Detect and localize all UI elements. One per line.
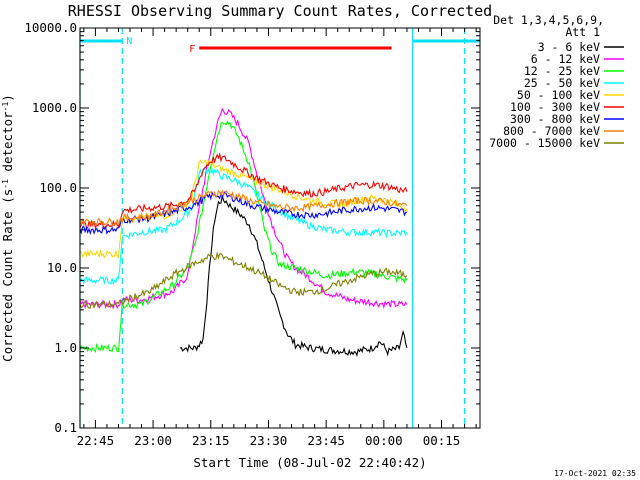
flag-label: F [189, 44, 195, 55]
x-tick-label: 23:15 [192, 433, 230, 448]
flag-label: N [126, 36, 132, 47]
y-axis-label: Corrected Count Rate (s-1 detector-1) [0, 94, 15, 362]
series-line-8 [79, 251, 408, 309]
footer-date: 17-Oct-2021 02:35 [554, 469, 636, 478]
legend-label-5: 100 - 300 keV [510, 100, 600, 114]
chart-title: RHESSI Observing Summary Count Rates, Co… [68, 2, 492, 20]
y-label-part-2: detector [0, 111, 15, 179]
y-label-sup-2: -1 [1, 102, 10, 112]
axes: 10000.0 1000.0 100.0 10.0 1.0 0.122:45 23:00 23… [24, 20, 481, 448]
x-tick-label: 00:15 [423, 433, 461, 448]
series-line-5 [79, 152, 408, 230]
y-tick-label: 1000.0 [32, 100, 77, 115]
y-tick-label: 100.0 [39, 180, 77, 195]
legend-label-3: 25 - 50 keV [524, 76, 600, 90]
legend-label-6: 300 - 800 keV [510, 112, 600, 126]
legend-label-7: 800 - 7000 keV [503, 124, 600, 138]
x-tick-label: 23:00 [134, 433, 172, 448]
legend-subtitle: Att 1 [565, 25, 600, 39]
series-line-0 [179, 195, 408, 357]
legend-label-2: 12 - 25 keV [524, 64, 600, 78]
legend-label-1: 6 - 12 keV [531, 52, 600, 66]
y-label-sup-1: -1 [1, 179, 10, 189]
series-line-7 [79, 189, 408, 227]
series-line-3 [79, 167, 408, 286]
flag-bars: NF [80, 36, 480, 55]
x-tick-label: 22:45 [77, 433, 115, 448]
y-tick-label: 0.1 [54, 420, 77, 435]
y-label-part-3: ) [0, 94, 15, 102]
legend-label-0: 3 - 6 keV [538, 40, 600, 54]
x-axis-label: Start Time (08-Jul-02 22:40:42) [193, 455, 426, 470]
y-tick-label: 10.0 [47, 260, 77, 275]
y-label-part-1: Corrected Count Rate (s [0, 189, 15, 362]
series-group [79, 107, 408, 357]
series-line-4 [80, 159, 408, 259]
legend-title: Det 1,3,4,5,6,9, [493, 13, 604, 27]
x-tick-label: 00:00 [365, 433, 403, 448]
x-tick-label: 23:45 [307, 433, 345, 448]
y-tick-label: 10000.0 [24, 20, 77, 35]
legend-label-4: 50 - 100 keV [517, 88, 600, 102]
y-tick-label: 1.0 [54, 340, 77, 355]
series-line-2 [79, 120, 408, 353]
legend-label-8: 7000 - 15000 keV [489, 136, 600, 150]
x-tick-label: 23:30 [250, 433, 288, 448]
